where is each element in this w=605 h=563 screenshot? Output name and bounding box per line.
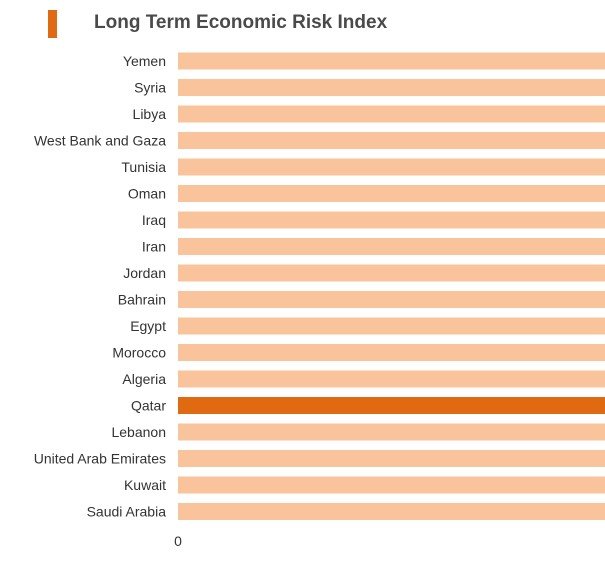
title-accent-bar	[48, 10, 57, 38]
category-label: Tunisia	[121, 159, 166, 175]
category-label: West Bank and Gaza	[34, 133, 166, 149]
bar-morocco	[178, 344, 605, 361]
category-label: Qatar	[131, 398, 166, 414]
bar-iran	[178, 238, 605, 255]
bar-libya	[178, 105, 605, 123]
category-label: Jordan	[123, 265, 166, 281]
bar-saudi-arabia	[178, 503, 605, 520]
x-tick-labels-group: 01020304050607080	[174, 533, 182, 549]
category-label: Iran	[142, 239, 166, 255]
category-label: Iraq	[142, 212, 166, 228]
category-label: Morocco	[112, 345, 166, 361]
bar-oman	[178, 185, 605, 202]
category-label: Libya	[133, 106, 167, 122]
bar-egypt	[178, 317, 605, 335]
category-label: Oman	[128, 186, 166, 202]
bars-group	[178, 52, 605, 520]
bar-qatar	[178, 397, 605, 414]
bar-iraq	[178, 211, 605, 229]
category-label: Bahrain	[118, 292, 166, 308]
bar-lebanon	[178, 423, 605, 441]
bar-united-arab-emirates	[178, 450, 605, 467]
bar-tunisia	[178, 158, 605, 176]
chart-title: Long Term Economic Risk Index	[94, 12, 388, 33]
category-label: United Arab Emirates	[34, 451, 166, 467]
bar-west-bank-and-gaza	[178, 132, 605, 149]
bar-bahrain	[178, 291, 605, 308]
bar-yemen	[178, 52, 605, 70]
x-tick-label: 0	[174, 533, 182, 549]
bar-algeria	[178, 370, 605, 388]
category-label: Saudi Arabia	[87, 504, 167, 520]
category-label: Yemen	[123, 53, 166, 69]
category-label: Kuwait	[124, 477, 166, 493]
category-label: Syria	[134, 80, 166, 96]
bar-jordan	[178, 264, 605, 282]
bar-kuwait	[178, 476, 605, 494]
bar-syria	[178, 79, 605, 96]
category-label: Algeria	[122, 371, 166, 387]
category-label: Egypt	[130, 318, 166, 334]
category-label: Lebanon	[111, 424, 166, 440]
category-labels-group: Yemen Syria Libya West Bank and Gaza Tunisia…	[34, 53, 167, 520]
